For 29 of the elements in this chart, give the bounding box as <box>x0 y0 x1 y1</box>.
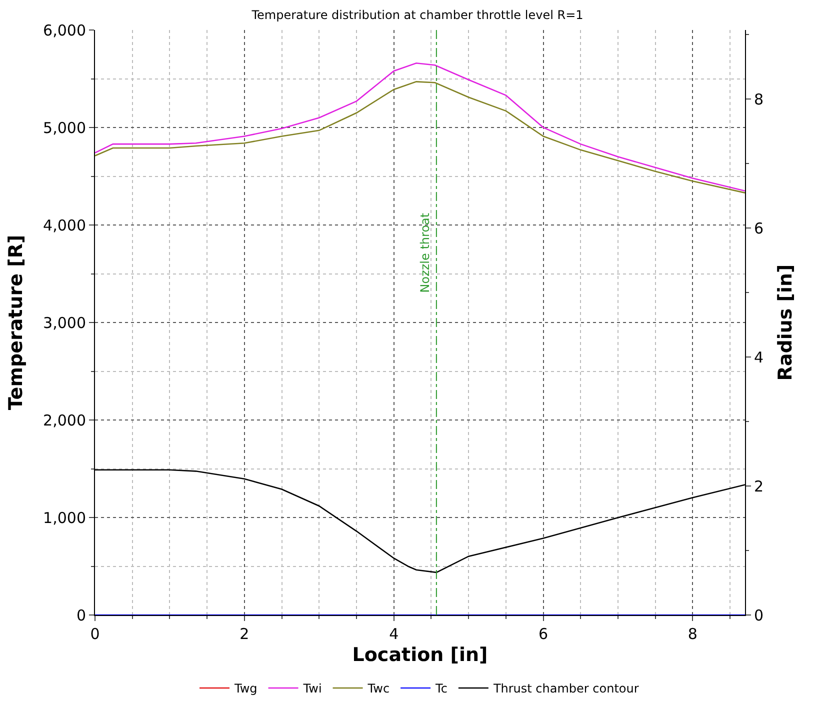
x-tick-label: 2 <box>240 625 250 643</box>
legend-label: Twg <box>234 682 258 696</box>
y-axis-title: Temperature [R] <box>4 234 27 410</box>
x-tick-label: 0 <box>90 625 100 643</box>
y2-tick-label: 4 <box>754 348 764 366</box>
y2-tick-label: 6 <box>754 219 764 238</box>
y2-axis-title: Radius [in] <box>774 264 796 381</box>
x-tick-label: 8 <box>688 625 698 643</box>
y-tick-label: 0 <box>76 606 86 624</box>
x-tick-label: 6 <box>538 625 548 643</box>
line-series <box>95 81 745 194</box>
y2-tick-label: 8 <box>754 90 764 108</box>
line-series <box>95 62 745 192</box>
y-tick-label: 6,000 <box>43 21 86 40</box>
x-tick-label: 4 <box>389 625 399 643</box>
y-tick-label: 2,000 <box>43 411 86 430</box>
y-tick-label: 1,000 <box>43 508 86 527</box>
ref-line-label: Nozzle throat <box>418 212 432 293</box>
legend-label: Tc <box>434 682 448 696</box>
y-tick-label: 3,000 <box>43 314 86 332</box>
chart-title: Temperature distribution at chamber throttle level R=1 <box>250 8 584 22</box>
y-tick-label: 5,000 <box>43 118 86 137</box>
y-tick-label: 4,000 <box>43 216 86 234</box>
legend-label: Thrust chamber contour <box>492 682 639 696</box>
y2-tick-label: 2 <box>754 477 764 496</box>
legend-label: Twi <box>302 682 322 696</box>
y2-tick-label: 0 <box>754 606 764 624</box>
legend-label: Twc <box>366 682 390 696</box>
x-axis-title: Location [in] <box>352 644 488 666</box>
